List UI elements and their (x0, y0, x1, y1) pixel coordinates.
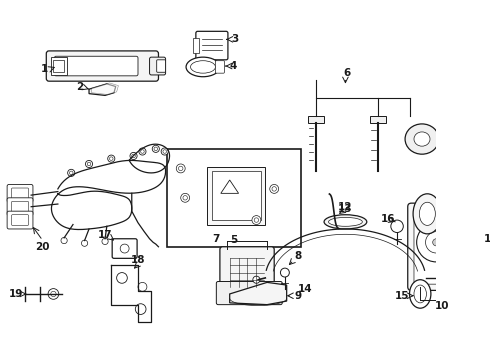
Circle shape (178, 166, 183, 171)
FancyBboxPatch shape (7, 211, 33, 229)
Polygon shape (92, 83, 119, 95)
Circle shape (253, 276, 260, 283)
Circle shape (163, 150, 167, 153)
Circle shape (254, 218, 259, 222)
Text: 8: 8 (294, 251, 302, 261)
Circle shape (161, 148, 168, 155)
Circle shape (130, 152, 137, 159)
Bar (370, 116, 387, 123)
Circle shape (70, 171, 73, 175)
Ellipse shape (414, 132, 430, 146)
FancyBboxPatch shape (12, 215, 28, 225)
Circle shape (139, 148, 146, 155)
Circle shape (102, 238, 108, 244)
Bar (51, 57, 67, 75)
Text: 17: 17 (98, 230, 112, 240)
Text: 14: 14 (298, 284, 313, 294)
FancyBboxPatch shape (12, 201, 28, 212)
Circle shape (456, 222, 470, 236)
Circle shape (61, 238, 67, 244)
Ellipse shape (405, 124, 439, 154)
Circle shape (87, 162, 91, 166)
Polygon shape (221, 180, 239, 193)
Circle shape (68, 169, 75, 176)
FancyBboxPatch shape (12, 188, 28, 199)
Text: 11: 11 (484, 234, 490, 244)
Circle shape (183, 195, 187, 200)
Circle shape (252, 216, 261, 225)
Circle shape (416, 223, 456, 262)
Ellipse shape (324, 215, 367, 229)
Ellipse shape (186, 57, 220, 77)
Circle shape (108, 155, 115, 162)
Bar (207, 167, 265, 225)
Circle shape (135, 304, 146, 314)
FancyBboxPatch shape (157, 60, 166, 72)
Text: 9: 9 (294, 291, 302, 301)
Text: 2: 2 (76, 82, 84, 93)
FancyBboxPatch shape (7, 198, 33, 216)
Circle shape (154, 147, 158, 150)
Circle shape (176, 164, 185, 173)
FancyBboxPatch shape (414, 210, 478, 284)
Text: 19: 19 (9, 289, 23, 299)
Text: 20: 20 (35, 242, 50, 252)
FancyBboxPatch shape (216, 61, 224, 73)
Circle shape (132, 154, 135, 158)
Ellipse shape (328, 217, 362, 226)
Polygon shape (230, 282, 287, 305)
Text: 13: 13 (338, 204, 353, 214)
Circle shape (280, 268, 289, 277)
Text: 5: 5 (230, 235, 238, 245)
Text: 16: 16 (381, 214, 395, 224)
Text: 18: 18 (131, 255, 145, 265)
Text: 7: 7 (212, 234, 219, 244)
FancyBboxPatch shape (196, 31, 228, 60)
Ellipse shape (419, 202, 435, 225)
Text: 10: 10 (434, 301, 449, 311)
Circle shape (48, 289, 59, 299)
Ellipse shape (413, 194, 441, 234)
Text: 15: 15 (395, 291, 410, 301)
FancyBboxPatch shape (149, 57, 166, 75)
Circle shape (433, 239, 440, 246)
Bar (168, 149, 301, 247)
Circle shape (152, 145, 159, 152)
Circle shape (272, 187, 276, 191)
Circle shape (460, 257, 470, 267)
Circle shape (425, 231, 447, 253)
Text: 3: 3 (231, 34, 239, 44)
FancyBboxPatch shape (46, 51, 158, 81)
Circle shape (141, 150, 144, 153)
Circle shape (181, 193, 190, 202)
Text: 4: 4 (229, 61, 237, 71)
Circle shape (138, 282, 147, 291)
FancyBboxPatch shape (220, 247, 274, 298)
Circle shape (117, 273, 127, 283)
Ellipse shape (191, 61, 216, 73)
Circle shape (120, 244, 129, 253)
Circle shape (460, 225, 466, 233)
Circle shape (109, 157, 113, 161)
Text: 12: 12 (338, 202, 353, 212)
Circle shape (81, 240, 88, 246)
Bar (193, 39, 198, 53)
Ellipse shape (414, 285, 426, 303)
FancyBboxPatch shape (217, 282, 282, 305)
Bar (53, 60, 64, 72)
Circle shape (270, 184, 279, 193)
Bar (308, 116, 324, 123)
Ellipse shape (410, 280, 431, 308)
FancyBboxPatch shape (7, 184, 33, 202)
Circle shape (85, 161, 93, 167)
FancyBboxPatch shape (54, 56, 138, 76)
Text: 1: 1 (41, 64, 48, 74)
FancyBboxPatch shape (112, 239, 137, 258)
FancyBboxPatch shape (408, 203, 484, 291)
Text: 6: 6 (343, 68, 351, 78)
Circle shape (391, 220, 403, 233)
Circle shape (51, 291, 56, 297)
Bar (212, 171, 261, 220)
Polygon shape (89, 84, 116, 95)
